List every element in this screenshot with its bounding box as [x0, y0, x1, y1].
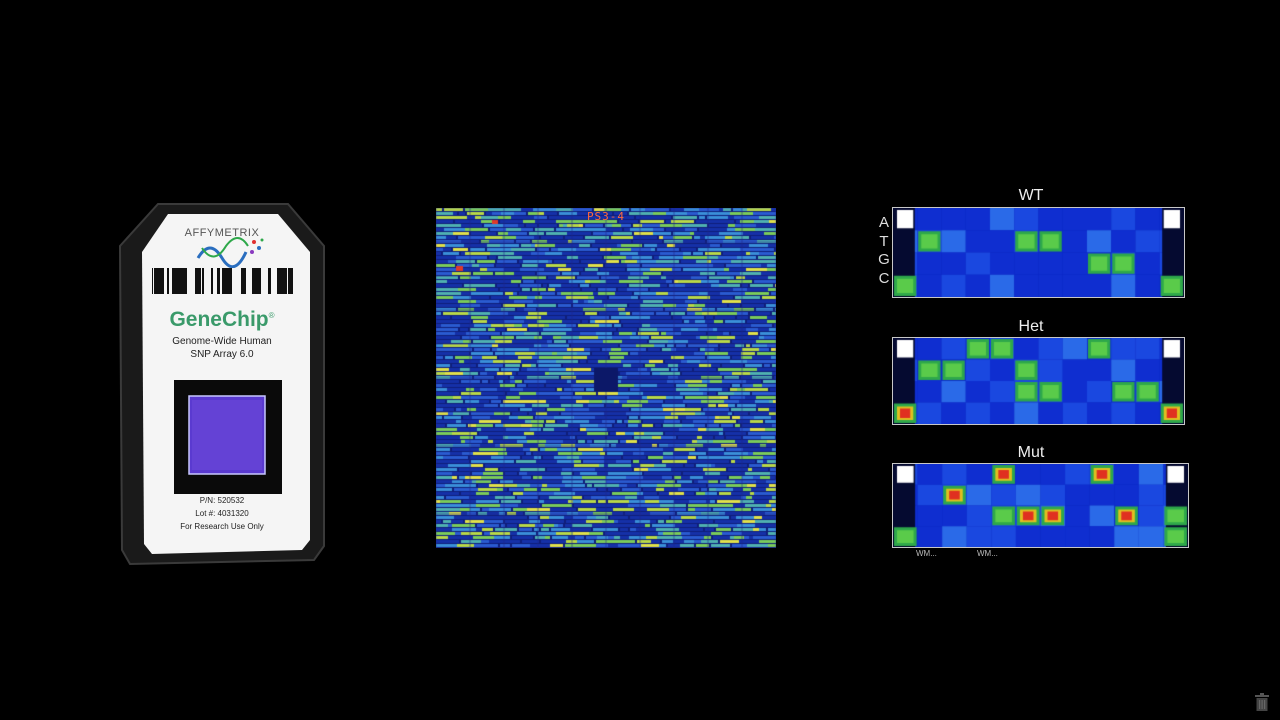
footnote-2: WM... — [977, 549, 998, 558]
mut-panel-title: Mut — [1017, 444, 1045, 461]
affymetrix-logo — [196, 237, 264, 269]
array-scan-canvas — [436, 208, 776, 548]
array-scan-image: PS3-4 — [436, 208, 776, 548]
base-label-g: G — [878, 251, 890, 268]
genechip-cartridge: AFFYMETRIX GeneChip® Genome-Wide Human S… — [118, 200, 326, 568]
base-label-c: C — [878, 270, 890, 287]
cartridge-body — [118, 203, 325, 566]
base-label-a: A — [878, 214, 889, 231]
het-probe-canvas — [893, 338, 1184, 424]
trash-icon[interactable] — [1254, 692, 1270, 712]
array-id-label: PS3-4 — [586, 210, 626, 223]
base-label-t: T — [879, 233, 889, 250]
mut-probe-panel — [892, 463, 1189, 548]
part-number: P/N: 520532 — [199, 496, 245, 505]
product-description-line1: Genome-Wide Human — [172, 336, 272, 347]
het-probe-panel — [892, 337, 1185, 425]
wt-probe-panel — [892, 207, 1185, 298]
registered-mark: ® — [268, 311, 275, 320]
lot-number: Lot #: 4031320 — [195, 509, 249, 518]
wt-panel-title: WT — [1018, 187, 1044, 204]
brand-label: AFFYMETRIX — [184, 227, 260, 239]
product-name: GeneChip® — [118, 308, 326, 332]
mut-probe-canvas — [893, 464, 1188, 547]
wt-probe-canvas — [893, 208, 1184, 297]
usage-note: For Research Use Only — [180, 522, 264, 531]
product-name-text: GeneChip — [169, 308, 269, 331]
het-panel-title: Het — [1018, 318, 1044, 335]
barcode — [152, 268, 295, 294]
footnote-1: WM... — [916, 549, 937, 558]
product-description-line2: SNP Array 6.0 — [190, 349, 254, 360]
